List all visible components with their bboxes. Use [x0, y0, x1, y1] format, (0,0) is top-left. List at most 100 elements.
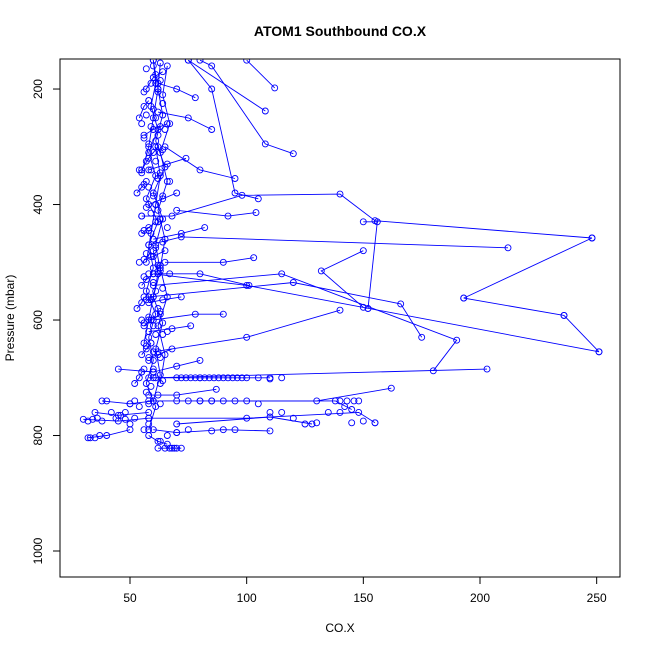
- data-point: [177, 293, 185, 301]
- data-point: [161, 126, 169, 133]
- data-point: [166, 444, 174, 452]
- data-point: [245, 281, 253, 289]
- x-tick-label: 100: [237, 591, 257, 605]
- data-point: [152, 201, 160, 208]
- data-point: [145, 149, 153, 157]
- data-point: [159, 100, 167, 107]
- data-point: [173, 374, 181, 382]
- data-point: [152, 244, 160, 252]
- data-point: [145, 140, 153, 148]
- data-point: [107, 408, 115, 416]
- data-point: [152, 71, 160, 79]
- data-point: [166, 177, 174, 185]
- y-tick-label: 1000: [31, 537, 45, 564]
- data-point: [152, 157, 160, 165]
- data-point: [138, 281, 146, 289]
- series-line-segment: [157, 65, 171, 384]
- data-point: [453, 336, 461, 344]
- x-tick-label: 150: [353, 591, 373, 605]
- data-point: [156, 354, 164, 362]
- data-point: [149, 322, 157, 330]
- data-point: [208, 126, 216, 133]
- series-line-segment: [143, 123, 168, 136]
- data-point: [191, 94, 199, 102]
- data-point: [184, 426, 192, 434]
- series-line-segment: [165, 257, 254, 263]
- data-point: [156, 76, 164, 84]
- data-point: [142, 388, 150, 396]
- data-point: [336, 306, 344, 314]
- data-point: [278, 270, 286, 278]
- data-point: [201, 374, 209, 382]
- data-point: [196, 59, 204, 64]
- data-point: [397, 300, 405, 308]
- data-point: [152, 241, 160, 249]
- data-point: [168, 212, 176, 220]
- data-point: [289, 150, 297, 158]
- data-point: [163, 120, 171, 128]
- data-point: [271, 84, 279, 92]
- data-point: [196, 270, 204, 278]
- data-point: [166, 120, 174, 128]
- data-point: [182, 374, 190, 382]
- data-point: [301, 420, 309, 428]
- data-point: [145, 400, 153, 408]
- data-point: [149, 356, 157, 364]
- series-line-segment: [141, 193, 593, 239]
- data-point: [114, 365, 122, 373]
- series-line-segment: [153, 359, 201, 373]
- data-point: [142, 342, 150, 350]
- data-point: [201, 224, 209, 232]
- data-point: [135, 403, 143, 411]
- data-point: [156, 169, 164, 177]
- data-point: [135, 166, 143, 174]
- data-point: [187, 374, 195, 382]
- data-point: [163, 224, 171, 232]
- data-point: [147, 123, 155, 131]
- data-point: [483, 365, 491, 373]
- data-point: [96, 432, 104, 439]
- data-point: [238, 374, 246, 382]
- data-point: [163, 440, 171, 448]
- series-line-segment: [145, 60, 159, 430]
- data-point: [373, 218, 381, 226]
- data-point: [154, 88, 162, 96]
- data-point: [145, 313, 153, 321]
- data-point: [145, 227, 153, 234]
- data-point: [142, 195, 150, 203]
- data-point: [504, 244, 512, 252]
- data-point: [177, 229, 185, 237]
- data-point: [289, 414, 297, 422]
- data-point: [254, 400, 262, 408]
- y-tick-label: 800: [31, 425, 45, 445]
- x-tick-label: 50: [123, 591, 137, 605]
- series-line-segment: [176, 209, 257, 217]
- data-point: [121, 415, 129, 423]
- data-point: [208, 397, 216, 405]
- data-point: [145, 166, 153, 174]
- data-point: [142, 296, 150, 304]
- data-point: [161, 247, 169, 255]
- series-line-segment: [188, 59, 266, 112]
- data-point: [149, 149, 157, 157]
- data-point: [173, 189, 181, 197]
- series-line-segment: [148, 325, 191, 333]
- x-tick-label: 250: [587, 591, 607, 605]
- data-point: [154, 348, 162, 356]
- data-point: [231, 397, 239, 405]
- data-point: [156, 400, 164, 408]
- series-line-segment: [164, 146, 236, 179]
- data-point: [145, 241, 153, 249]
- data-point: [142, 258, 150, 266]
- series-line-segment: [320, 250, 364, 308]
- data-point: [149, 426, 157, 434]
- data-point: [359, 247, 367, 255]
- data-point: [348, 406, 356, 413]
- data-point: [163, 432, 171, 439]
- data-point: [177, 233, 185, 241]
- series-line-segment: [246, 59, 276, 89]
- data-point: [278, 374, 286, 382]
- series-line-segment: [138, 100, 150, 119]
- data-point: [91, 408, 99, 416]
- series-line-segment: [153, 273, 600, 353]
